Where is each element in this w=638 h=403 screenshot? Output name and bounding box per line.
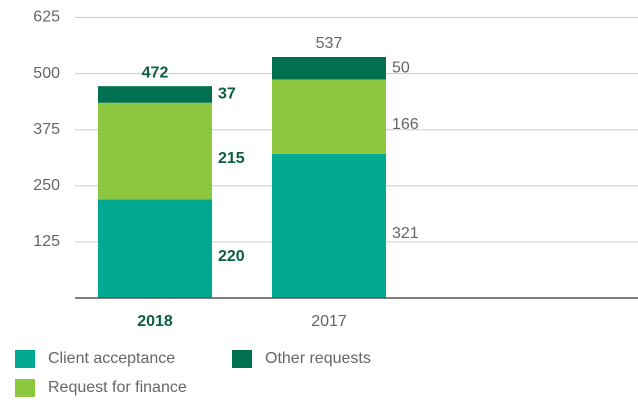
y-tick-label: 375 [33, 121, 60, 138]
bar-segment [98, 102, 212, 200]
value-label: 37 [218, 86, 236, 103]
value-label: 220 [218, 248, 245, 265]
value-label: 166 [392, 116, 419, 133]
legend-swatch [15, 350, 35, 368]
legend-label: Other requests [265, 350, 371, 367]
legend-label: Request for finance [48, 379, 187, 396]
value-label: 321 [392, 225, 419, 242]
total-label: 537 [316, 35, 343, 52]
bar-segment [272, 79, 386, 154]
bar-segment [98, 86, 212, 103]
bar-segment [272, 153, 386, 298]
x-tick-label: 2017 [311, 313, 347, 330]
bar-segment [98, 199, 212, 298]
total-label: 472 [142, 64, 169, 81]
value-label: 215 [218, 150, 245, 167]
legend-swatch [232, 350, 252, 368]
y-tick-label: 250 [33, 177, 60, 194]
y-tick-label: 500 [33, 65, 60, 82]
legend-label: Client acceptance [48, 350, 175, 367]
bar-segment [272, 56, 386, 80]
x-tick-label: 2018 [137, 313, 173, 330]
value-label: 50 [392, 59, 410, 76]
y-tick-label: 625 [33, 9, 60, 26]
y-tick-label: 125 [33, 233, 60, 250]
legend-swatch [15, 379, 35, 397]
